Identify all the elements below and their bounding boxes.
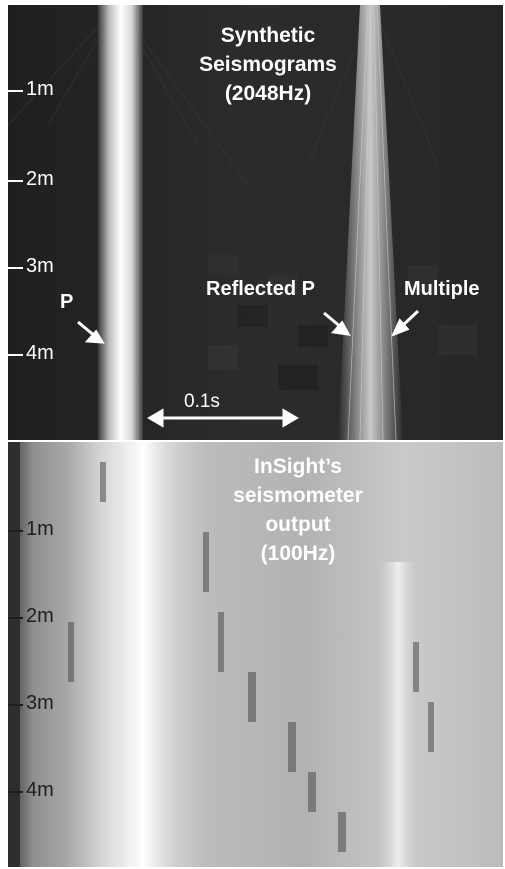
top-depth-tick-4: 4m [26, 342, 54, 364]
panel-divider [8, 440, 503, 442]
p-wave-band [98, 5, 143, 440]
top-depth-tick-3: 3m [26, 255, 54, 277]
bottom-depth-tick-4: 4m [26, 779, 54, 801]
bottom-title-line-3: output [265, 513, 331, 536]
synthetic-seismogram-image [8, 5, 503, 440]
top-title: Synthetic Seismograms (2048Hz) [188, 21, 348, 108]
insight-seismometer-panel: InSight’s seismometer output (100Hz) 1m … [8, 442, 503, 867]
bottom-title-line-4: (100Hz) [260, 542, 336, 565]
synthetic-seismogram-panel: Synthetic Seismograms (2048Hz) 1m 2m 3m … [8, 5, 503, 440]
bottom-title: InSight’s seismometer output (100Hz) [213, 452, 383, 568]
top-title-line-2: Seismograms [199, 53, 337, 76]
multiple-label: Multiple [404, 278, 480, 300]
insight-seismometer-image [8, 442, 503, 867]
bottom-title-line-2: seismometer [233, 484, 363, 507]
top-title-line-1: Synthetic [220, 24, 316, 47]
top-depth-tick-2: 2m [26, 168, 54, 190]
reflected-p-label: Reflected P [206, 278, 315, 300]
reflected-wave-band [338, 5, 403, 440]
scale-bar-label: 0.1s [184, 391, 220, 412]
bottom-depth-tick-2: 2m [26, 605, 54, 627]
p-wave-label: P [60, 291, 74, 313]
bottom-depth-tick-3: 3m [26, 692, 54, 714]
bottom-title-line-1: InSight’s [254, 455, 342, 478]
top-title-line-3: (2048Hz) [224, 82, 312, 105]
bottom-depth-tick-1: 1m [26, 518, 54, 540]
top-depth-tick-1: 1m [26, 78, 54, 100]
